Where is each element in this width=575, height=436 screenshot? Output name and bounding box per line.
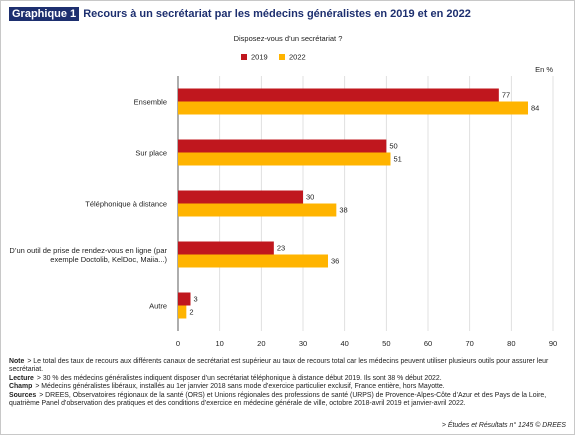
bar <box>178 292 191 306</box>
value-label: 51 <box>394 154 402 163</box>
bar <box>178 203 337 217</box>
note-label: Lecture <box>9 374 34 382</box>
x-tick-label: 70 <box>465 339 473 348</box>
note-text: > Médecins généralistes libéraux, instal… <box>35 383 445 391</box>
bar <box>178 190 303 204</box>
value-label: 36 <box>331 256 339 265</box>
note: Champ > Médecins généralistes libéraux, i… <box>9 383 567 391</box>
legend-swatch <box>241 54 247 60</box>
y-tick-label: Ensemble <box>133 97 167 106</box>
y-tick-label: Sur place <box>135 148 167 157</box>
source: > Études et Résultats n° 1245 © DREES <box>441 422 566 429</box>
chart-subtitle: Disposez-vous d’un secrétariat ? <box>234 34 343 43</box>
figure-label: Graphique 1 <box>9 7 80 21</box>
note-label: Sources <box>9 391 37 399</box>
notes: Note > Le total des taux de recours aux d… <box>9 358 567 408</box>
bar <box>178 152 391 166</box>
unit-label: En % <box>535 65 553 74</box>
y-tick-label: Téléphonique à distance <box>85 199 167 208</box>
note-text: > 30 % des médecins généralistes indique… <box>36 374 442 382</box>
bar <box>178 241 274 255</box>
value-label: 2 <box>189 307 193 316</box>
note-text: > Le total des taux de recours aux diffé… <box>9 358 549 374</box>
value-label: 3 <box>194 294 198 303</box>
x-tick-label: 10 <box>215 339 223 348</box>
note: Lecture > 30 % des médecins généralistes … <box>9 375 567 383</box>
value-label: 84 <box>531 103 539 112</box>
legend-label: 2022 <box>289 52 306 61</box>
chart-title: Recours à un secrétariat par les médecin… <box>83 8 471 20</box>
note: Sources > DREES, Observatoires régionaux … <box>9 392 567 409</box>
x-tick-label: 90 <box>549 339 557 348</box>
bar <box>178 305 187 319</box>
x-tick-label: 80 <box>507 339 515 348</box>
legend-label: 2019 <box>251 52 268 61</box>
bar <box>178 254 328 268</box>
value-label: 23 <box>277 243 285 252</box>
header: Graphique 1 Recours à un secrétariat par… <box>9 7 471 21</box>
x-tick-label: 30 <box>299 339 307 348</box>
x-tick-label: 20 <box>257 339 265 348</box>
note: Note > Le total des taux de recours aux d… <box>9 358 567 375</box>
value-label: 50 <box>389 141 397 150</box>
note-label: Note <box>9 358 25 365</box>
y-tick-label: D’un outil de prise de rendez-vous en li… <box>9 245 167 264</box>
bar <box>178 101 528 115</box>
x-tick-label: 60 <box>424 339 432 348</box>
x-tick-label: 40 <box>340 339 348 348</box>
x-tick-label: 50 <box>382 339 390 348</box>
legend-swatch <box>279 54 285 60</box>
note-text: > DREES, Observatoires régionaux de la s… <box>9 391 547 408</box>
bar <box>178 88 499 102</box>
value-label: 38 <box>339 205 347 214</box>
bar <box>178 139 387 153</box>
x-tick-label: 0 <box>176 339 180 348</box>
y-tick-label: Autre <box>149 301 167 310</box>
note-label: Champ <box>9 383 33 391</box>
value-label: 30 <box>306 192 314 201</box>
value-label: 77 <box>502 90 510 99</box>
